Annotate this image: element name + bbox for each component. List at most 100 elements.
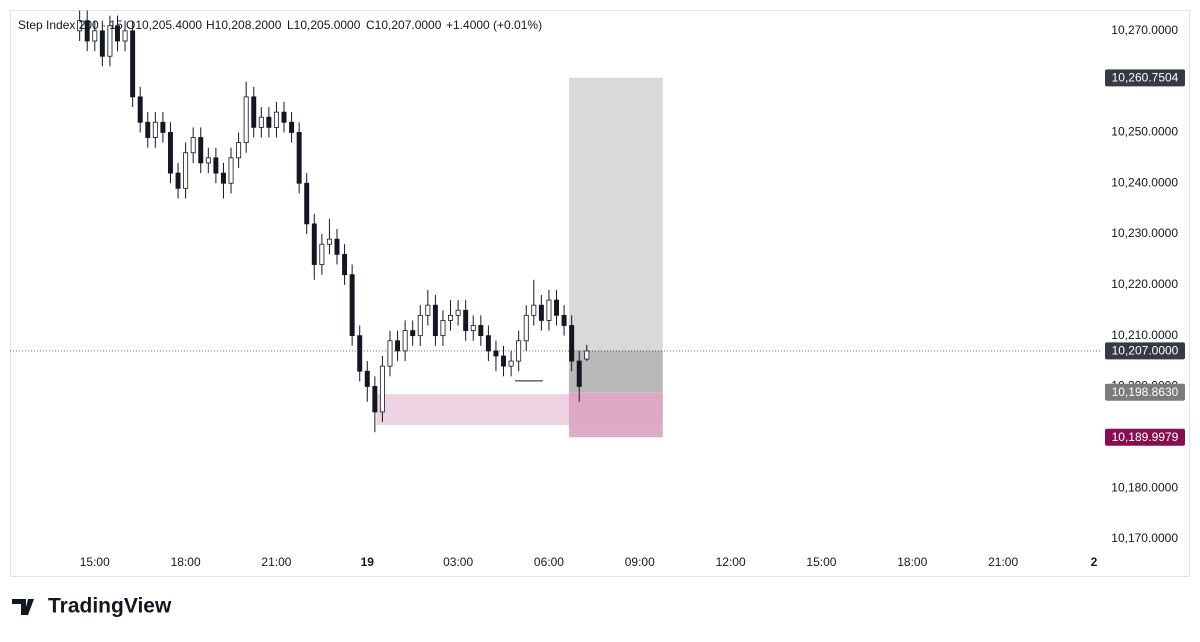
x-tick-label: 03:00 xyxy=(443,555,473,569)
profit-zone xyxy=(568,77,663,393)
x-tick-label: 09:00 xyxy=(625,555,655,569)
x-tick-label: 18:00 xyxy=(897,555,927,569)
candle-body xyxy=(395,340,401,352)
price-label: 10,189.9979 xyxy=(1112,430,1179,444)
candle-body xyxy=(190,137,196,154)
candle-body xyxy=(470,325,476,331)
y-tick-label: 10,180.0000 xyxy=(1111,480,1178,494)
candle-body xyxy=(266,116,272,128)
candle-body xyxy=(130,30,136,98)
candle-body xyxy=(349,274,355,337)
x-tick-label: 2 xyxy=(1091,555,1098,569)
y-tick-label: 10,270.0000 xyxy=(1111,23,1178,37)
logo: TradingView xyxy=(12,595,172,618)
candle-body xyxy=(213,157,219,174)
candle-body xyxy=(145,121,151,138)
price-label-box xyxy=(1105,428,1185,446)
candle-body xyxy=(205,157,211,164)
close-value: C10,207.0000 xyxy=(366,18,442,32)
candle-body xyxy=(584,350,590,360)
price-label-box xyxy=(1105,69,1185,87)
candle-body xyxy=(410,330,416,337)
candle-body xyxy=(485,335,491,352)
candle-body xyxy=(478,325,484,337)
x-tick-label: 21:00 xyxy=(988,555,1018,569)
plot-area xyxy=(10,10,1100,438)
candle-body xyxy=(425,304,431,316)
candle-body xyxy=(160,121,166,133)
candle-body xyxy=(236,142,242,159)
candle-body xyxy=(569,325,575,362)
candle-body xyxy=(137,96,143,123)
candle-body xyxy=(107,25,113,57)
logo-text: TradingView xyxy=(48,595,172,618)
candle-body xyxy=(501,355,507,367)
y-tick-label: 10,240.0000 xyxy=(1111,175,1178,189)
open-value: O10,205.4000 xyxy=(126,18,202,32)
candle-body xyxy=(115,25,120,42)
candle-body xyxy=(342,253,348,276)
x-tick-label: 18:00 xyxy=(171,555,201,569)
logo-icon xyxy=(12,599,34,615)
price-label-box xyxy=(1105,383,1185,401)
candle-body xyxy=(334,238,340,255)
candle-body xyxy=(77,20,83,32)
candle-body xyxy=(448,314,454,321)
candle-body xyxy=(326,238,332,245)
change-value: +1.4000 (+0.01%) xyxy=(446,18,542,32)
candle-body xyxy=(516,340,522,362)
price-axis: 10,170.000010,180.000010,190.000010,200.… xyxy=(80,23,1185,569)
candle-body xyxy=(561,314,567,326)
candle-body xyxy=(546,299,552,321)
candle-body xyxy=(99,30,105,57)
candle-body xyxy=(183,152,189,189)
symbol: Step Index 200 · 15 xyxy=(18,18,123,32)
candle-body xyxy=(379,365,385,413)
candle-body xyxy=(372,386,378,413)
candle-body xyxy=(319,243,325,265)
candle-body xyxy=(364,370,370,387)
x-tick-label: 21:00 xyxy=(261,555,291,569)
high-value: H10,208.2000 xyxy=(206,18,282,32)
candle-body xyxy=(198,137,204,164)
candle-body xyxy=(538,304,544,321)
y-tick-label: 10,250.0000 xyxy=(1111,125,1178,139)
candle-body xyxy=(251,96,257,128)
candle-body xyxy=(508,360,514,367)
x-tick-label: 19 xyxy=(361,555,375,569)
x-tick-label: 15:00 xyxy=(806,555,836,569)
candle-body xyxy=(296,132,302,184)
candle-body xyxy=(402,330,408,352)
candle-body xyxy=(576,360,582,387)
price-label: 10,198.8630 xyxy=(1112,385,1179,399)
candle-body xyxy=(417,314,423,337)
header-legend: Step Index 200 · 15 O10,205.4000 H10,208… xyxy=(18,18,542,32)
candle-body xyxy=(273,111,279,128)
low-value: L10,205.0000 xyxy=(287,18,361,32)
candle-body xyxy=(531,304,537,316)
stop-zone xyxy=(568,392,663,438)
candle-body xyxy=(440,320,446,337)
candle-body xyxy=(92,30,98,42)
candle-body xyxy=(523,314,529,342)
candle-body xyxy=(281,111,287,123)
candle-body xyxy=(387,340,393,367)
candle-body xyxy=(152,121,158,138)
candle-body xyxy=(455,309,461,316)
candle-body xyxy=(304,182,310,225)
candle-body xyxy=(228,157,234,184)
open-pnl-zone xyxy=(568,350,663,393)
candle-body xyxy=(357,335,363,372)
candle-body xyxy=(493,350,499,357)
candle-body xyxy=(432,304,438,337)
y-tick-label: 10,230.0000 xyxy=(1111,226,1178,240)
candle-body xyxy=(167,132,173,174)
candle-body xyxy=(554,299,559,316)
y-tick-label: 10,220.0000 xyxy=(1111,277,1178,291)
candle-body xyxy=(311,223,317,265)
candle-body xyxy=(258,116,264,128)
candle-body xyxy=(84,20,90,42)
candle-body xyxy=(220,172,226,184)
x-tick-label: 15:00 xyxy=(80,555,110,569)
